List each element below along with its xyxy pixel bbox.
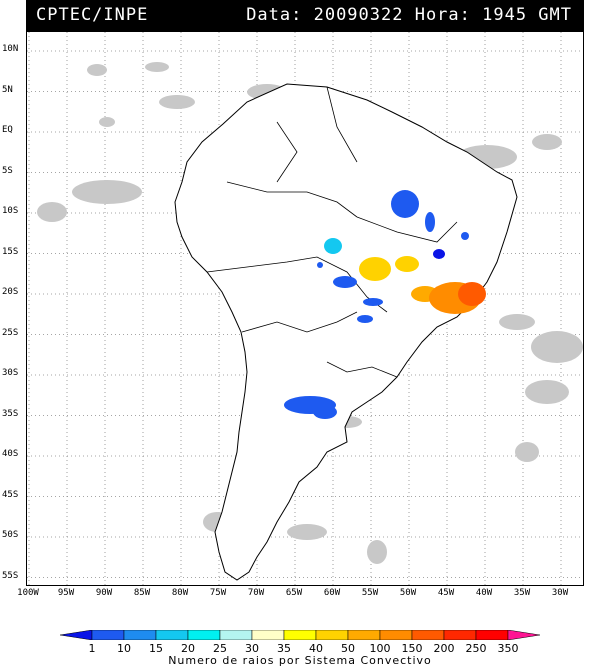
colorbar-segment [475, 630, 509, 640]
latitude-label: 15S [2, 246, 19, 257]
colorbar-segment [123, 630, 157, 640]
colorbar-tick-label: 15 [149, 642, 163, 655]
longitude-label: 45W [437, 588, 455, 598]
longitude-label: 50W [399, 588, 417, 598]
colorbar-caption: Numero de raios por Sistema Convectivo [168, 654, 432, 667]
latitude-label: 10S [2, 206, 19, 216]
colorbar-tick-label: 30 [245, 642, 259, 655]
colorbar-segment [155, 630, 189, 640]
longitude-label: 85W [133, 588, 151, 598]
latitude-label: 55S [2, 570, 19, 581]
colorbar [60, 630, 540, 640]
colorbar-segment [315, 630, 349, 640]
latitude-label: 35S [2, 408, 19, 419]
map-header: CPTEC/INPE Data: 20090322 Hora: 1945 GMT [26, 0, 584, 31]
latitude-label: 5N [2, 84, 13, 95]
colorbar-segment [379, 630, 413, 640]
colorbar-segment [187, 630, 221, 640]
longitude-label: 75W [209, 588, 227, 598]
longitude-label: 70W [247, 588, 265, 598]
map-canvas [27, 32, 583, 585]
longitude-label: 35W [513, 588, 531, 598]
longitude-label: 95W [57, 588, 75, 598]
colorbar-segment [507, 630, 540, 640]
colorbar-tick-label: 350 [497, 642, 519, 655]
map-frame [26, 31, 584, 586]
lightning-systems [284, 190, 486, 419]
longitude-label: 30W [551, 588, 569, 598]
country-borders [206, 86, 458, 378]
latitude-label: 5S [2, 165, 13, 176]
longitude-label: 60W [323, 588, 341, 598]
latitude-label: 10N [2, 44, 19, 54]
colorbar-segment [411, 630, 445, 640]
latitude-label: 40S [2, 449, 19, 459]
longitude-label: 40W [475, 588, 493, 598]
longitude-label: 55W [361, 588, 379, 598]
colorbar-segment [443, 630, 477, 640]
date-time-title: Data: 20090322 Hora: 1945 GMT [246, 5, 572, 25]
colorbar-tick-label: 250 [465, 642, 487, 655]
latitude-label: EQ [2, 125, 13, 135]
colorbar-tick-label: 100 [369, 642, 391, 655]
colorbar-segment [91, 630, 125, 640]
colorbar-tick-label: 25 [213, 642, 227, 655]
colorbar-segment [60, 630, 93, 640]
latitude-label: 30S [2, 368, 19, 378]
longitude-label: 100W [17, 588, 39, 598]
colorbar-segment [251, 630, 285, 640]
colorbar-tick-label: 35 [277, 642, 291, 655]
longitude-label: 80W [171, 588, 189, 598]
latitude-label: 25S [2, 327, 19, 338]
colorbar-tick-label: 20 [181, 642, 195, 655]
colorbar-tick-label: 150 [401, 642, 423, 655]
colorbar-tick-label: 40 [309, 642, 323, 655]
latitude-label: 50S [2, 530, 19, 540]
colorbar-segment [347, 630, 381, 640]
latitude-label: 20S [2, 287, 19, 297]
colorbar-tick-label: 10 [117, 642, 131, 655]
longitude-label: 90W [95, 588, 113, 598]
south-america-coastline [174, 83, 518, 581]
longitude-label: 65W [285, 588, 303, 598]
colorbar-tick-label: 200 [433, 642, 455, 655]
colorbar-tick-label: 1 [88, 642, 96, 655]
colorbar-tick-label: 50 [341, 642, 355, 655]
source-title: CPTEC/INPE [36, 5, 149, 25]
colorbar-segment [283, 630, 317, 640]
colorbar-segment [219, 630, 253, 640]
latitude-label: 45S [2, 489, 19, 500]
